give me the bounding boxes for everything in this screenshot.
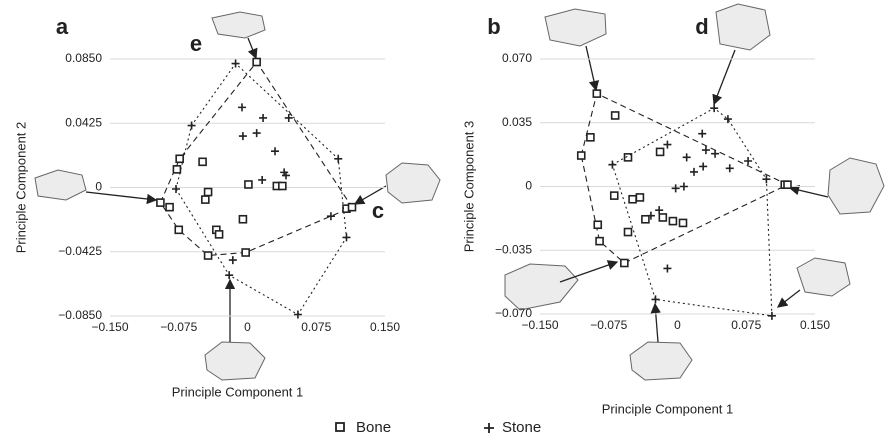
figure: −0.0850−0.042500.04250.0850−0.150−0.0750… [0, 0, 889, 441]
stone-point [343, 233, 351, 241]
x-tick-label: 0.150 [370, 320, 400, 334]
x-tick-label: −0.075 [160, 320, 197, 334]
bone-point [578, 152, 585, 159]
stone-point [698, 130, 706, 138]
stone-point [253, 129, 261, 137]
stone-point [259, 114, 267, 122]
y-tick-label: 0 [95, 180, 102, 194]
bone-point [611, 192, 618, 199]
panel-label: a [56, 14, 69, 39]
bone-point [173, 166, 180, 173]
y-axis-title: Principle Component 2 [13, 122, 28, 254]
stone-point [663, 264, 671, 272]
panel-label: b [487, 14, 500, 39]
x-tick-label: −0.150 [91, 320, 128, 334]
bone-point [279, 182, 286, 189]
bone-point [621, 260, 628, 267]
stone-point [334, 155, 342, 163]
bone-point [205, 189, 212, 196]
bone-point [659, 214, 666, 221]
bone-point [205, 252, 212, 259]
x-tick-label: 0 [244, 320, 251, 334]
stone-point [172, 185, 180, 193]
stone-point [680, 183, 688, 191]
stone-point [655, 206, 663, 214]
bone-point [245, 181, 252, 188]
stone-point [683, 153, 691, 161]
bone-point [625, 229, 632, 236]
stone-point [225, 271, 233, 279]
stone-point [327, 212, 335, 220]
bone-point [202, 196, 209, 203]
bone-point [157, 199, 164, 206]
bone-point [594, 221, 601, 228]
bone-point [669, 218, 676, 225]
x-tick-label: 0.150 [800, 318, 830, 332]
stone-point [724, 115, 732, 123]
bone-point [642, 216, 649, 223]
bone-point [612, 112, 619, 119]
stone-point [258, 176, 266, 184]
bone-point [587, 134, 594, 141]
bone-point [176, 155, 183, 162]
legend-label: Stone [502, 419, 541, 436]
legend-marker [484, 423, 494, 433]
x-tick-label: 0.075 [731, 318, 761, 332]
stone-point [238, 103, 246, 111]
y-tick-label: −0.0425 [58, 244, 102, 258]
bone-point [784, 181, 791, 188]
stone-point [699, 162, 707, 170]
stone-point [663, 141, 671, 149]
bone-point [629, 196, 636, 203]
y-tick-label: −0.035 [495, 242, 532, 256]
bone-point [657, 148, 664, 155]
stone-point [690, 168, 698, 176]
annotation: d [695, 14, 708, 39]
x-axis-title: Principle Component 1 [602, 401, 734, 416]
bone-point [166, 204, 173, 211]
bone-point [593, 90, 600, 97]
x-tick-label: 0.075 [301, 320, 331, 334]
y-tick-label: 0.070 [502, 51, 532, 65]
bone-point [216, 231, 223, 238]
stone-point [652, 295, 660, 303]
x-axis-title: Principle Component 1 [172, 384, 304, 399]
convex-hull [176, 64, 347, 315]
stone-point [711, 150, 719, 158]
bone-point [596, 238, 603, 245]
stone-point [726, 164, 734, 172]
stone-point [608, 161, 616, 169]
y-axis-title: Principle Component 3 [461, 121, 476, 253]
legend-marker [336, 423, 344, 431]
bone-point [680, 219, 687, 226]
bone-point [175, 226, 182, 233]
y-tick-label: 0.0850 [65, 51, 102, 65]
stone-point [672, 184, 680, 192]
bone-point [242, 249, 249, 256]
annotation: c [372, 198, 384, 223]
x-tick-label: −0.150 [521, 318, 558, 332]
bone-point [636, 194, 643, 201]
convex-hull [160, 62, 352, 256]
stone-point [188, 122, 196, 130]
stone-point [768, 312, 776, 320]
bone-point [349, 204, 356, 211]
bone-point [239, 216, 246, 223]
annotation: e [190, 31, 202, 56]
stone-point [239, 132, 247, 140]
bone-point [253, 59, 260, 66]
y-tick-label: 0.0425 [65, 115, 102, 129]
x-tick-label: 0 [674, 318, 681, 332]
y-tick-label: 0 [525, 179, 532, 193]
stone-point [271, 147, 279, 155]
convex-hull [612, 108, 772, 316]
legend-label: Bone [356, 419, 391, 436]
x-tick-label: −0.075 [590, 318, 627, 332]
bone-point [199, 158, 206, 165]
y-tick-label: 0.035 [502, 115, 532, 129]
stone-point [744, 157, 752, 165]
stone-point [702, 146, 710, 154]
stone-point [229, 256, 237, 264]
stone-point [294, 310, 302, 318]
